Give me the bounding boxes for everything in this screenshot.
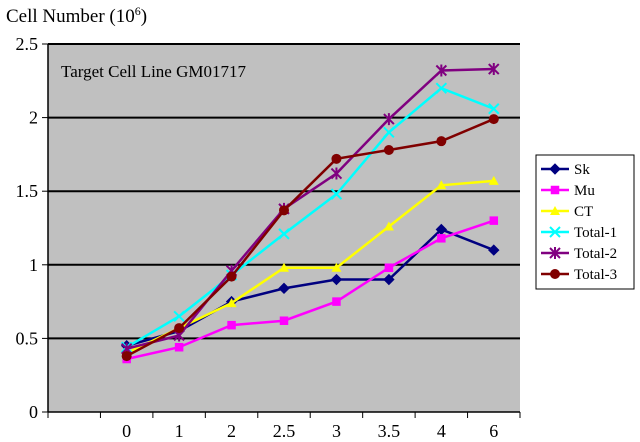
legend-label: Total-2: [574, 246, 617, 262]
data-point-marker: [488, 63, 500, 76]
x-axis-ticks: 0 1 2 2.5 3 3.5 4 6: [47, 412, 521, 441]
data-point-marker: [435, 64, 448, 77]
data-point-marker: [383, 221, 394, 231]
data-point-marker: [331, 262, 342, 272]
data-point-marker: [173, 310, 185, 323]
y-tick-label: 0.5: [16, 328, 39, 348]
x-tick-label: 3: [332, 421, 341, 441]
data-point-marker: [550, 185, 560, 195]
data-point-marker: [436, 136, 447, 147]
data-point-marker: [330, 167, 343, 180]
legend-label: Total-1: [574, 225, 617, 241]
x-tick-label: 4: [437, 421, 446, 441]
data-point-marker: [383, 144, 394, 155]
legend-entry: Mu: [541, 183, 595, 199]
data-point-marker: [226, 298, 237, 308]
data-point-marker: [549, 226, 561, 238]
data-point-marker: [488, 175, 499, 185]
data-point-marker: [227, 320, 236, 330]
y-tick-label: 1: [29, 255, 38, 275]
legend-label: CT: [574, 204, 593, 220]
axes: [47, 44, 520, 413]
data-point-marker: [488, 114, 499, 125]
data-point-marker: [489, 216, 499, 225]
data-point-marker: [279, 262, 289, 272]
data-point-marker: [174, 342, 184, 352]
data-point-marker: [550, 269, 560, 279]
data-point-marker: [279, 316, 289, 325]
data-point-marker: [488, 103, 500, 115]
data-point-marker: [121, 351, 132, 362]
data-point-marker: [437, 234, 446, 243]
legend: Sk Mu CT Total-1 Total-2 Total-3: [535, 154, 635, 290]
data-point-marker: [226, 271, 237, 282]
y-tick-label: 0: [29, 402, 38, 422]
data-point-marker: [435, 82, 448, 94]
series-line: [126, 86, 495, 349]
legend-entry: Total-3: [541, 267, 617, 283]
data-point-marker: [436, 180, 447, 190]
legend-label: Mu: [574, 183, 595, 199]
data-point-marker: [332, 297, 341, 306]
gridlines: [48, 43, 520, 340]
y-tick-label: 2: [29, 108, 38, 128]
x-tick-label: 2: [227, 421, 236, 441]
series-line: [126, 117, 495, 358]
legend-entry: Total-2: [541, 246, 617, 262]
data-point-marker: [330, 273, 343, 286]
data-point-marker: [174, 323, 185, 334]
x-tick-label: 1: [175, 421, 184, 441]
data-point-marker: [279, 205, 289, 216]
legend-entry: Sk: [541, 162, 590, 178]
data-point-marker: [383, 273, 395, 286]
series-line: [126, 67, 494, 350]
data-point-marker: [331, 153, 342, 164]
data-point-marker: [549, 163, 561, 175]
x-tick-label: 0: [122, 421, 131, 441]
legend-box: [535, 154, 635, 290]
y-tick-label: 2.5: [16, 34, 39, 54]
x-tick-label: 3.5: [378, 421, 401, 441]
data-point-marker: [278, 282, 290, 295]
data-point-marker: [488, 244, 500, 256]
data-point-marker: [383, 126, 395, 139]
series-line: [126, 219, 495, 361]
legend-label: Sk: [574, 162, 590, 178]
y-axis-label: Cell Number (106): [6, 4, 147, 27]
y-tick-label: 1.5: [16, 181, 39, 201]
y-axis-ticks: 0 0.5 1 1.5 2 2.5: [16, 34, 48, 422]
legend-entry: CT: [541, 204, 593, 220]
series-total-3: [121, 114, 499, 362]
data-point-marker: [550, 206, 560, 215]
data-point-marker: [330, 188, 343, 200]
data-point-marker: [383, 113, 395, 126]
data-point-marker: [384, 263, 394, 272]
series-layer: [120, 63, 500, 364]
legend-label: Total-3: [574, 267, 617, 283]
data-point-marker: [549, 247, 561, 259]
legend-entry: Total-1: [541, 225, 617, 241]
data-point-marker: [278, 228, 290, 240]
x-tick-label: 2.5: [273, 421, 296, 441]
chart-annotation: Target Cell Line GM01717: [61, 62, 246, 81]
x-tick-label: 6: [489, 421, 498, 441]
plot-area: [48, 44, 520, 412]
